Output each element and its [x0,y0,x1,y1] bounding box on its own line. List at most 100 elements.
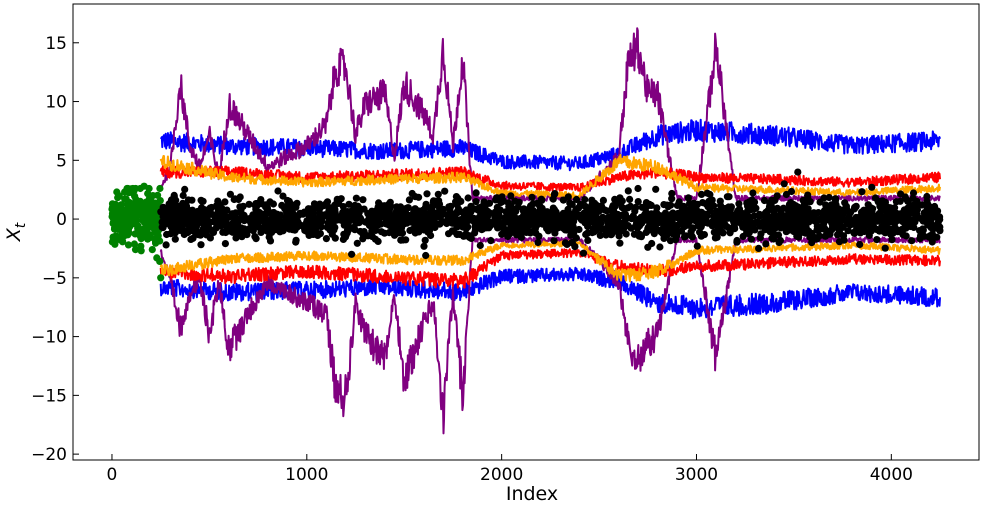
point-5-2055 [371,221,379,229]
point-5-1948 [842,204,850,212]
point-5-2173 [885,218,893,226]
point-5-1675 [453,201,461,209]
point-5-2091 [862,207,870,215]
point-4-251 [109,214,117,222]
point-5-2114 [802,198,810,206]
point-4-129 [142,198,150,206]
point-5-1705 [815,232,823,240]
point-5-1522 [675,198,683,206]
point-5-1330 [706,190,714,199]
point-5-1709 [316,209,324,217]
point-4-147 [148,198,156,206]
point-4-229 [127,212,135,220]
point-4-239 [115,220,123,228]
point-5-1682 [252,235,260,243]
point-5-1971 [820,214,828,223]
point-5-2070 [588,202,596,210]
point-5-2089 [894,211,902,219]
point-5-1916 [846,209,854,217]
point-5-519 [749,189,757,197]
point-5-1859 [808,229,816,238]
point-5-1387 [439,205,447,213]
point-5-1218 [834,231,842,239]
point-5-2021 [924,200,932,209]
point-5-1979 [674,228,682,236]
point-5-1711 [785,207,793,215]
point-5-1787 [730,223,738,231]
point-5-2194 [622,215,630,223]
point-5-1472 [747,235,756,243]
point-5-1782 [710,217,718,225]
point-5-1965 [902,212,910,220]
point-5-1057 [317,223,325,231]
point-5-1915 [383,220,391,228]
point-4-234 [130,187,138,195]
point-5-364 [423,190,431,198]
point-5-2072 [780,223,788,231]
point-5-1863 [493,194,501,202]
point-5-1960 [582,230,590,239]
point-5-2054 [583,207,592,215]
point-5-1858 [646,222,654,230]
point-5-1911 [614,213,622,221]
point-5-2118 [733,236,741,245]
point-4-250 [122,195,130,203]
point-5-1809 [264,226,272,234]
point-5-1874 [170,191,178,199]
point-4-140 [130,240,138,248]
point-5-1962 [769,213,777,221]
point-5-1388 [497,198,505,207]
point-5-2207 [422,251,430,260]
y-axis-label: Xt [3,222,29,242]
point-5-2036 [359,230,367,238]
y-tick-label: 10 [45,93,67,113]
point-5-2197 [410,208,418,217]
point-5-1571 [711,234,720,242]
point-5-2203 [780,180,788,188]
point-5-206 [599,196,608,204]
point-5-2195 [636,216,645,224]
point-5-2145 [529,200,537,208]
point-5-1771 [420,210,428,218]
point-5-2081 [303,217,311,225]
point-5-1680 [445,203,453,211]
point-5-2005 [693,242,701,250]
x-tick-label: 3000 [675,465,718,485]
point-5-1770 [774,231,783,239]
point-5-2004 [345,217,353,225]
point-5-1528 [168,225,177,233]
point-5-1719 [611,195,619,203]
point-5-1873 [343,226,352,234]
point-5-1140 [359,196,367,204]
point-5-2189 [527,214,535,222]
point-5-1860 [918,201,926,209]
point-5-2105 [405,213,413,222]
point-4-159 [110,225,119,233]
point-5-835 [234,195,243,204]
point-5-2047 [702,210,710,218]
point-5-1700 [293,199,301,207]
point-5-1972 [883,224,892,232]
point-5-1984 [928,230,937,238]
point-5-494 [472,189,480,197]
point-5-2048 [388,224,396,232]
point-5-1761 [919,225,927,233]
point-5-1877 [486,209,494,217]
point-5-2184 [368,207,376,215]
point-5-1659 [723,193,732,201]
point-5-2090 [365,213,373,221]
point-5-624 [421,236,429,244]
point-5-1992 [902,232,910,240]
point-5-554 [735,200,743,208]
point-5-2078 [349,212,358,220]
point-5-1591 [162,241,170,249]
point-5-2151 [780,217,789,225]
point-5-1022 [801,229,810,237]
point-5-1765 [857,213,865,221]
point-5-2201 [634,184,642,193]
point-5-2083 [794,218,802,226]
y-axis: −20 −15 −10 −5 0 5 10 15 [31,34,79,465]
point-4-249 [132,198,140,206]
point-5-1758 [263,219,271,227]
